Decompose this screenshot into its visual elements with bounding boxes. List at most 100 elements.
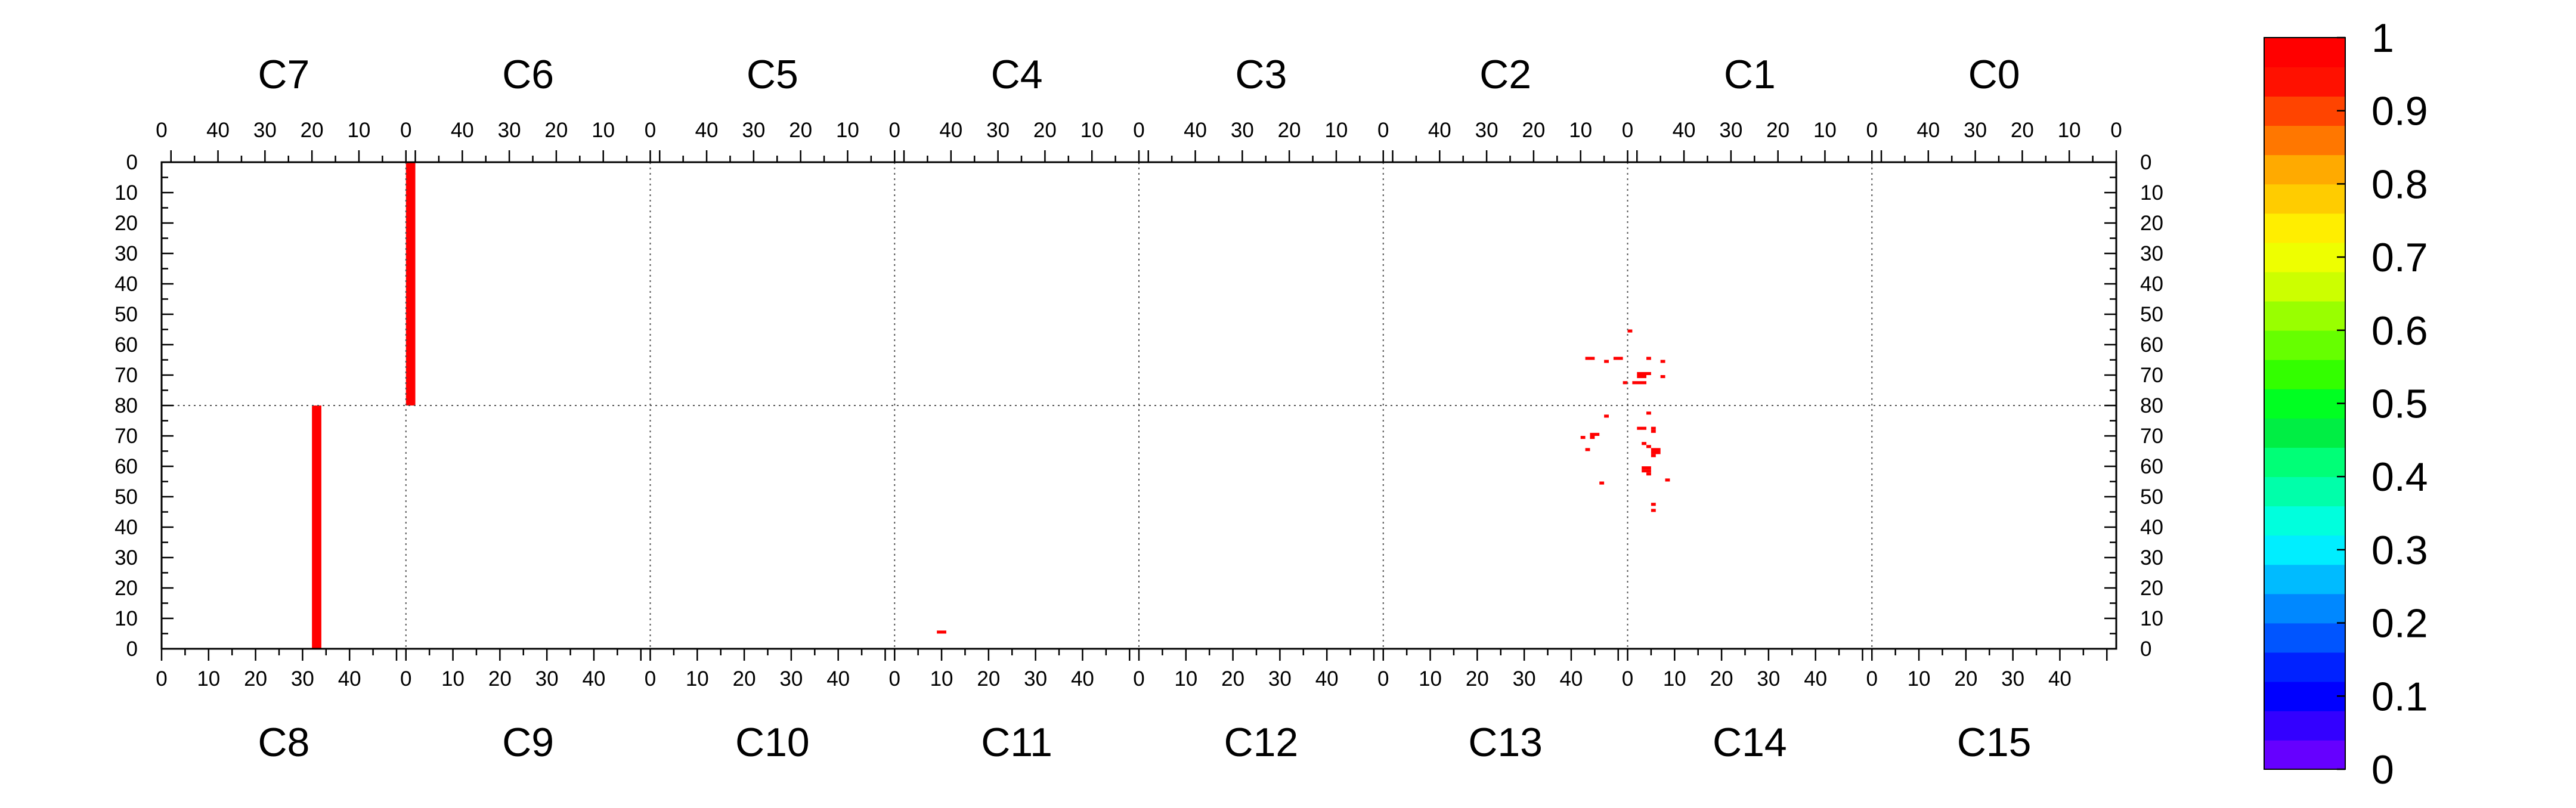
bottom-col-tick-label: 40 (1559, 667, 1583, 691)
colorbar-segment (2264, 271, 2345, 302)
top-col-tick-label: 0 (1622, 119, 1633, 142)
right-row-tick-label: 50 (2140, 303, 2163, 326)
top-col-tick-label: 40 (1916, 119, 1940, 142)
top-col-tick-label: 30 (986, 119, 1010, 142)
top-col-tick-label: 40 (451, 119, 474, 142)
right-row-tick-label: 0 (2140, 637, 2151, 661)
top-chip-label: C0 (1968, 52, 2020, 97)
colorbar-segment (2264, 447, 2345, 477)
hit-cell (1585, 448, 1590, 451)
bottom-col-tick-label: 40 (2048, 667, 2072, 691)
left-row-tick-label: 0 (126, 637, 138, 661)
bottom-col-tick-label: 30 (1513, 667, 1536, 691)
colorbar-segment (2264, 418, 2345, 448)
top-col-tick-label: 20 (2011, 119, 2034, 142)
top-col-tick-label: 20 (1278, 119, 1301, 142)
bottom-chip-label: C14 (1713, 720, 1787, 765)
top-col-tick-label: 40 (695, 119, 719, 142)
right-row-tick-label: 60 (2140, 333, 2163, 357)
bottom-chip-label: C8 (258, 720, 309, 765)
colorbar-segment (2264, 184, 2345, 214)
hit-cell (1637, 372, 1651, 375)
colorbar-segment (2264, 652, 2345, 682)
colorbar-segment (2264, 476, 2345, 507)
top-chip-label: C6 (502, 52, 554, 97)
left-row-tick-label: 10 (114, 181, 138, 205)
bottom-col-tick-label: 0 (889, 667, 900, 691)
right-row-tick-label: 0 (2140, 151, 2151, 174)
top-col-tick-label: 20 (1766, 119, 1789, 142)
bottom-col-tick-label: 20 (977, 667, 1000, 691)
top-col-tick-label: 10 (1813, 119, 1837, 142)
left-row-tick-label: 20 (114, 212, 138, 235)
hit-cell (1637, 426, 1647, 430)
right-row-tick-label: 30 (2140, 546, 2163, 569)
colorbar-segment (2264, 593, 2345, 624)
hit-cell (1646, 472, 1651, 476)
top-col-tick-label: 10 (1080, 119, 1104, 142)
hit-cell (1660, 360, 1665, 363)
right-row-tick-label: 30 (2140, 242, 2163, 265)
colorbar-segment (2264, 213, 2345, 243)
hit-cell (1642, 466, 1651, 470)
top-col-tick-label: 0 (400, 119, 411, 142)
colorbar-segment (2264, 330, 2345, 360)
colorbar-segment (2264, 38, 2345, 67)
bottom-col-tick-label: 20 (733, 667, 756, 691)
top-chip-label: C3 (1235, 52, 1287, 97)
hit-cell (1646, 411, 1651, 415)
bottom-col-tick-label: 40 (1804, 667, 1827, 691)
bottom-chip-label: C11 (981, 720, 1052, 765)
colorbar-segment (2264, 125, 2345, 156)
left-row-tick-label: 30 (114, 242, 138, 265)
hit-cell (1590, 436, 1595, 439)
colorbar-segment (2264, 154, 2345, 185)
right-row-tick-label: 20 (2140, 212, 2163, 235)
hit-cell (1660, 375, 1665, 379)
bottom-col-tick-label: 10 (1663, 667, 1686, 691)
bottom-col-tick-label: 40 (1315, 667, 1339, 691)
top-col-tick-label: 30 (742, 119, 765, 142)
top-col-tick-label: 40 (939, 119, 962, 142)
bottom-col-tick-label: 20 (1710, 667, 1733, 691)
top-col-tick-label: 0 (645, 119, 656, 142)
bottom-col-tick-label: 30 (1757, 667, 1780, 691)
top-col-tick-label: 20 (544, 119, 568, 142)
hit-cell (1599, 481, 1605, 485)
colorbar-tick-label: 0.1 (2371, 674, 2428, 719)
hit-cell (1585, 357, 1595, 360)
colorbar-segment (2264, 359, 2345, 389)
top-chip-label: C4 (991, 52, 1043, 97)
colorbar-segment (2264, 388, 2345, 419)
bottom-col-tick-label: 20 (488, 667, 512, 691)
hit-cell (1627, 329, 1633, 333)
left-row-tick-label: 20 (114, 577, 138, 600)
bottom-chip-label: C13 (1468, 720, 1543, 765)
bottom-col-tick-label: 40 (826, 667, 850, 691)
top-col-tick-label: 40 (1673, 119, 1696, 142)
right-row-tick-label: 70 (2140, 364, 2163, 387)
hit-cell (937, 630, 946, 634)
bottom-chip-label: C10 (735, 720, 810, 765)
bottom-chip-label: C9 (502, 720, 554, 765)
top-col-tick-label: 30 (1719, 119, 1742, 142)
top-col-tick-label: 0 (1133, 119, 1144, 142)
top-chip-label: C2 (1479, 52, 1531, 97)
colorbar-tick-label: 1 (2371, 16, 2394, 61)
bottom-col-tick-label: 10 (1419, 667, 1442, 691)
bottom-col-tick-label: 0 (1622, 667, 1633, 691)
bottom-col-tick-label: 20 (1954, 667, 1977, 691)
colorbar-segment (2264, 623, 2345, 653)
colorbar-tick-label: 0.9 (2371, 89, 2428, 134)
hit-cell (1646, 445, 1651, 448)
bottom-col-tick-label: 0 (1866, 667, 1878, 691)
hit-cell (1604, 360, 1609, 363)
top-col-tick-label: 40 (1428, 119, 1451, 142)
bottom-col-tick-label: 10 (686, 667, 709, 691)
bottom-col-tick-label: 40 (582, 667, 605, 691)
bottom-col-tick-label: 30 (2001, 667, 2024, 691)
bottom-chip-label: C15 (1957, 720, 2032, 765)
top-col-tick-label: 30 (498, 119, 521, 142)
colorbar-tick-label: 0.3 (2371, 528, 2428, 573)
hit-cell (1651, 454, 1656, 457)
